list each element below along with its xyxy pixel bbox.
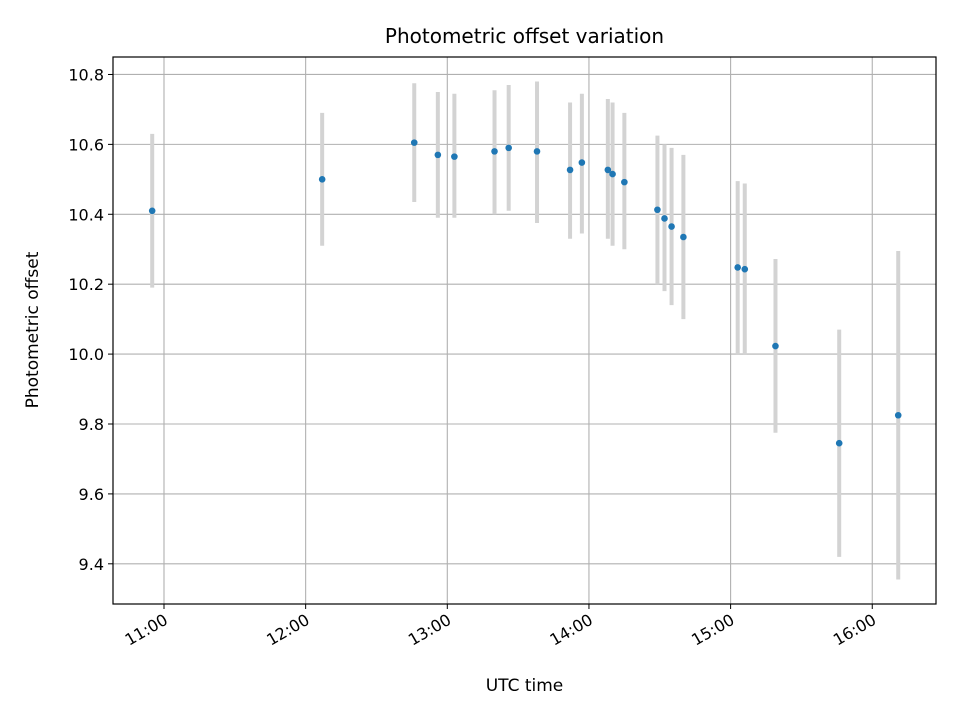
data-point [410,139,418,146]
y-tick-label: 9.8 [79,415,104,434]
data-point [680,233,687,241]
y-tick-label: 10.6 [68,135,104,154]
data-point [566,166,574,174]
data-point [609,170,616,178]
data-point [741,265,749,273]
data-point [835,439,843,447]
data-point [621,178,628,186]
y-tick-label: 9.4 [79,555,104,574]
y-tick-label: 10.2 [68,275,104,294]
x-tick-label: 11:00 [122,610,171,650]
data-point [894,411,902,419]
x-tick-label: 16:00 [830,610,879,650]
data-point [661,215,668,222]
grid [113,57,936,604]
x-tick-label: 14:00 [547,610,596,650]
chart-title: Photometric offset variation [385,24,664,48]
data-points [148,139,902,447]
data-point [451,153,458,160]
data-point [434,151,442,159]
y-tick-label: 10.0 [68,345,104,364]
x-axis: 11:00 12:00 13:00 14:00 15:00 16:00 [122,604,879,650]
error-bars [150,81,901,580]
data-point [505,144,512,152]
data-point [491,148,498,155]
plot-frame [112,56,937,605]
data-point [604,166,612,174]
data-point [654,206,661,214]
data-point [578,159,586,166]
data-point [148,207,156,215]
data-point [318,176,326,183]
data-point [668,223,675,230]
data-point [734,264,741,271]
y-tick-label: 10.8 [68,65,104,84]
y-tick-label: 10.4 [68,205,104,224]
y-axis: 9.4 9.6 9.8 10.0 10.2 10.4 10.6 10.8 [68,65,113,574]
x-axis-label: UTC time [486,676,564,696]
data-point [533,148,541,155]
x-tick-label: 13:00 [405,610,454,650]
x-tick-label: 12:00 [263,610,312,650]
x-tick-label: 15:00 [688,610,737,650]
data-point [772,342,779,350]
y-tick-label: 9.6 [79,485,104,504]
y-axis-label: Photometric offset [23,251,43,408]
